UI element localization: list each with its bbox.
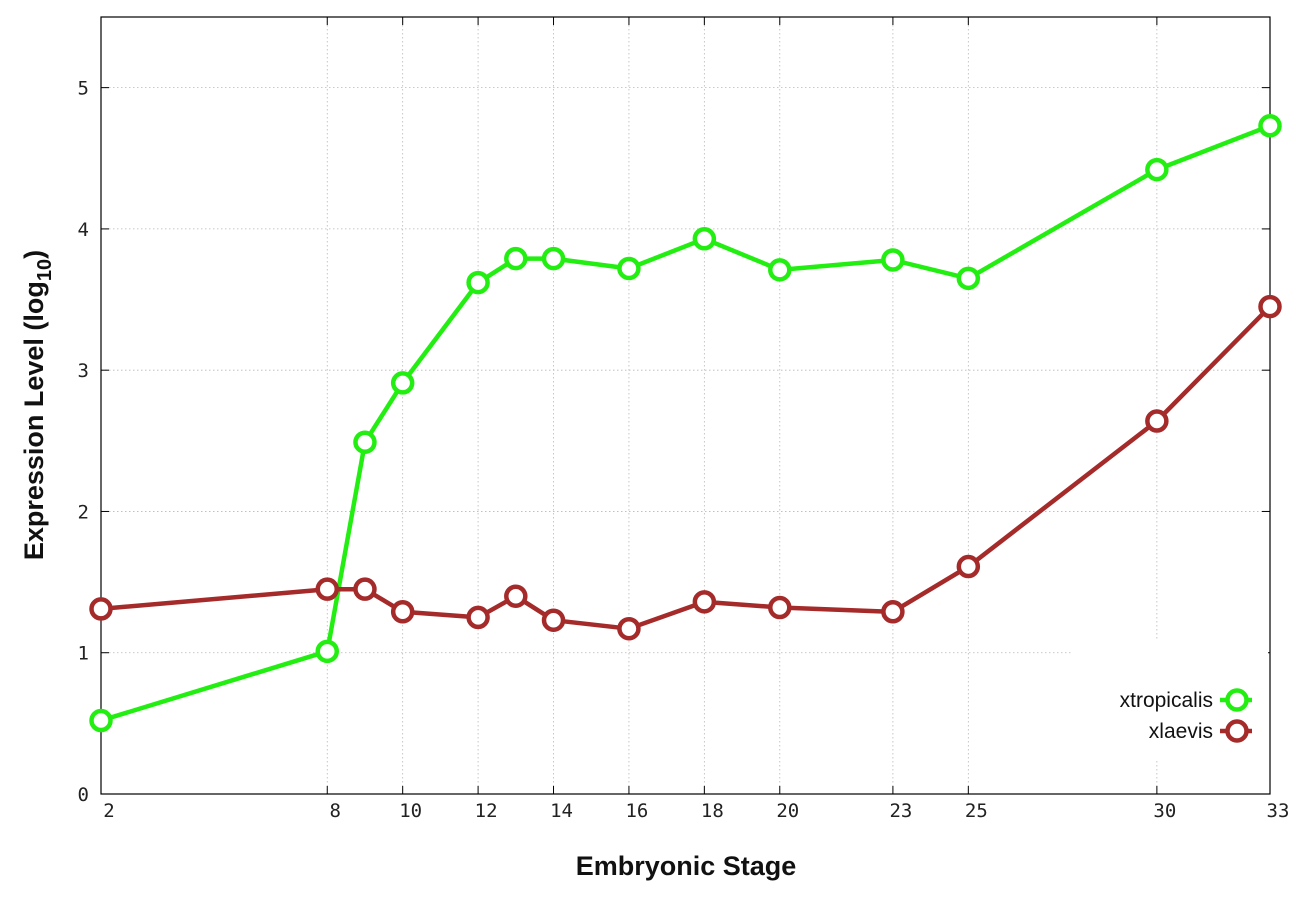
x-tick-label: 23	[889, 800, 912, 822]
x-tick-label: 10	[399, 800, 422, 822]
data-point-xtropicalis	[504, 246, 528, 271]
data-point-xlaevis	[881, 600, 905, 624]
y-tick-label: 3	[78, 360, 89, 382]
data-point-xtropicalis	[956, 266, 981, 291]
data-point-xtropicalis	[881, 248, 905, 272]
data-point-xtropicalis	[541, 246, 566, 271]
data-point-xlaevis	[1145, 409, 1169, 433]
x-tick-label: 16	[625, 800, 648, 822]
grid	[101, 17, 1270, 794]
legend-label-xtropicalis: xtropicalis	[1120, 689, 1213, 712]
data-point-xtropicalis	[466, 270, 490, 295]
data-point-xlaevis	[617, 616, 641, 641]
data-point-xlaevis	[956, 554, 981, 579]
x-tick-label: 2	[103, 800, 114, 822]
data-point-xtropicalis	[315, 639, 340, 664]
data-point-xlaevis	[353, 577, 377, 601]
y-tick-label: 4	[78, 219, 89, 241]
data-point-xlaevis	[89, 597, 113, 621]
legend-label-xlaevis: xlaevis	[1149, 720, 1213, 743]
series-xtropicalis	[89, 114, 1282, 733]
x-tick-label: 20	[776, 800, 799, 822]
series-xlaevis	[89, 294, 1282, 641]
data-point-xtropicalis	[692, 227, 717, 251]
data-point-xtropicalis	[617, 256, 641, 281]
x-tick-label: 12	[475, 800, 498, 822]
x-tick-label: 30	[1153, 800, 1176, 822]
data-point-xlaevis	[315, 577, 340, 601]
data-point-xtropicalis	[89, 708, 113, 733]
data-point-xlaevis	[504, 584, 528, 608]
legend-marker-xlaevis	[1225, 719, 1249, 743]
x-axis-label: Embryonic Stage	[576, 851, 797, 881]
data-point-xlaevis	[541, 608, 566, 632]
legend-marker-xtropicalis	[1225, 688, 1249, 712]
x-tick-label: 25	[965, 800, 988, 822]
x-tick-label: 8	[330, 800, 341, 822]
legend: xtropicalis xlaevis	[1072, 640, 1268, 760]
data-point-xtropicalis	[1258, 114, 1282, 138]
data-point-xlaevis	[1258, 294, 1282, 319]
series-layer	[89, 114, 1282, 733]
series-line-xlaevis	[100, 305, 1272, 631]
data-point-xtropicalis	[390, 371, 415, 395]
data-point-xtropicalis	[768, 258, 792, 282]
data-point-xlaevis	[768, 595, 792, 620]
y-tick-label: 1	[78, 643, 89, 665]
y-tick-label: 5	[78, 78, 89, 100]
y-tick-label: 0	[78, 784, 89, 806]
data-point-xlaevis	[390, 600, 415, 624]
x-tick-label: 18	[701, 800, 724, 822]
data-point-xtropicalis	[353, 430, 377, 454]
data-point-xlaevis	[466, 605, 490, 630]
series-line-xtropicalis	[100, 123, 1271, 723]
y-axis-label: Expression Level (log10)	[19, 250, 56, 560]
x-tick-label: 33	[1267, 800, 1290, 822]
data-point-xlaevis	[692, 590, 717, 614]
plot-frame	[100, 16, 1271, 795]
data-point-xtropicalis	[1145, 157, 1169, 182]
y-tick-label: 2	[78, 501, 89, 523]
x-tick-label: 14	[550, 800, 573, 822]
